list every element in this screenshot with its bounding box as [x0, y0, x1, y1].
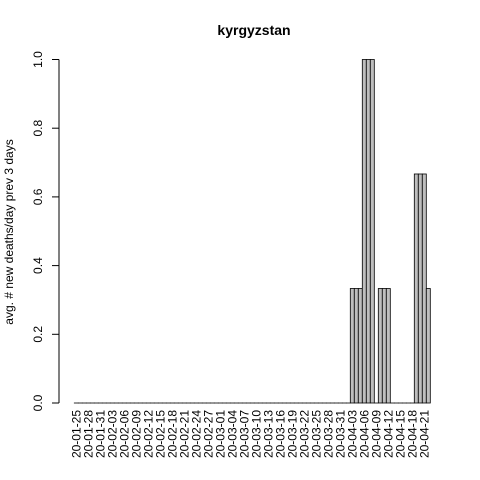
x-tick-label: 20-02-21	[177, 410, 191, 458]
x-tick-label: 20-03-19	[285, 410, 299, 458]
bars	[73, 59, 431, 404]
chart-title: kyrgyzstan	[217, 22, 290, 38]
x-tick-label: 20-04-15	[393, 410, 407, 458]
x-tick-label: 20-01-25	[69, 410, 83, 458]
bar	[369, 59, 375, 404]
x-tick-label: 20-03-22	[297, 410, 311, 458]
x-axis: 20-01-2520-01-2820-01-3120-02-0320-02-06…	[69, 410, 431, 458]
x-tick-label: 20-04-21	[417, 410, 431, 458]
x-tick-label: 20-01-31	[93, 410, 107, 458]
bar	[425, 288, 431, 404]
bar	[413, 173, 419, 404]
y-tick-label: 0.4	[31, 257, 45, 274]
x-tick-label: 20-02-15	[153, 410, 167, 458]
y-axis: 0.0 0.2 0.4 0.6 0.8 1.0	[31, 51, 60, 411]
x-tick-label: 20-02-18	[165, 410, 179, 458]
y-tick-label: 1.0	[31, 51, 45, 68]
x-tick-label: 20-02-09	[129, 410, 143, 458]
x-tick-label: 20-03-07	[237, 410, 251, 458]
x-tick-label: 20-04-06	[357, 410, 371, 458]
x-tick-label: 20-02-24	[189, 410, 203, 458]
x-tick-label: 20-03-01	[213, 410, 227, 458]
y-tick-label: 0.8	[31, 120, 45, 137]
x-tick-label: 20-02-06	[117, 410, 131, 458]
x-tick-label: 20-02-27	[201, 410, 215, 458]
y-tick-label: 0.0	[31, 394, 45, 411]
y-axis-label: avg. # new deaths/day prev 3 days	[2, 139, 16, 324]
x-tick-label: 20-03-13	[261, 410, 275, 458]
y-tick-label: 0.2	[31, 326, 45, 343]
x-tick-label: 20-03-31	[333, 410, 347, 458]
y-tick-label: 0.6	[31, 188, 45, 205]
x-tick-label: 20-02-03	[105, 410, 119, 458]
bar	[349, 288, 355, 404]
bar	[365, 59, 371, 404]
bar	[421, 173, 427, 404]
x-tick-label: 20-04-12	[381, 410, 395, 458]
bar	[377, 288, 383, 404]
x-tick-label: 20-04-09	[369, 410, 383, 458]
bar	[385, 288, 391, 404]
x-tick-label: 20-04-18	[405, 410, 419, 458]
bar	[417, 173, 423, 404]
x-tick-label: 20-03-28	[321, 410, 335, 458]
x-tick-label: 20-03-04	[225, 410, 239, 458]
x-tick-label: 20-03-16	[273, 410, 287, 458]
x-tick-label: 20-03-25	[309, 410, 323, 458]
x-tick-label: 20-03-10	[249, 410, 263, 458]
bar	[361, 59, 367, 404]
x-tick-label: 20-02-12	[141, 410, 155, 458]
x-tick-label: 20-04-03	[345, 410, 359, 458]
bar	[381, 288, 387, 404]
x-tick-label: 20-01-28	[81, 410, 95, 458]
bar	[357, 288, 363, 404]
bar	[353, 288, 359, 404]
